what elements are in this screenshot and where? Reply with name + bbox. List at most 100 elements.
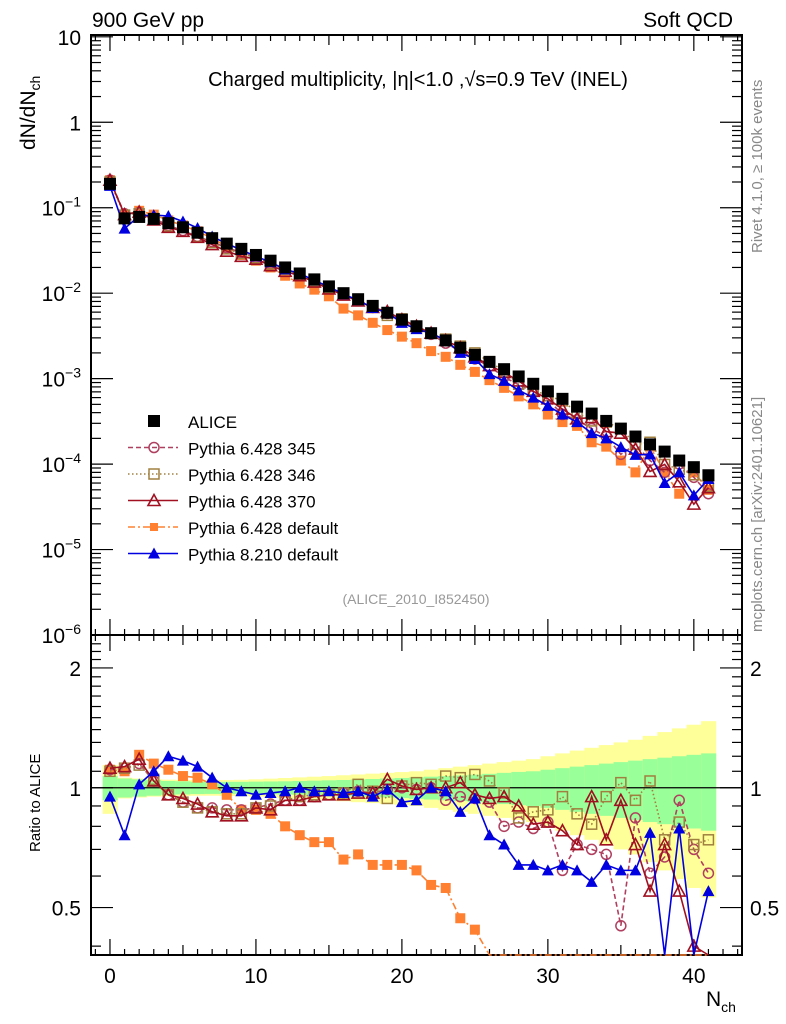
square-filled-marker <box>702 469 715 482</box>
square-filled-marker <box>440 351 451 362</box>
inner-band-bin <box>540 769 556 808</box>
square-open-marker <box>571 808 583 820</box>
triangle-open-marker <box>496 788 512 803</box>
inner-band-bin <box>569 766 585 812</box>
square-filled-marker <box>207 779 218 790</box>
triangle-open-marker <box>292 792 308 807</box>
ratio-y-tick-label-right: 2 <box>750 658 762 681</box>
triangle-open-marker <box>263 802 278 816</box>
triangle-open-marker <box>540 814 556 828</box>
square-filled-marker <box>512 370 525 383</box>
square-filled-marker <box>353 310 364 321</box>
triangle-open-marker <box>146 773 162 787</box>
header-right-label: Soft QCD <box>643 9 733 32</box>
square-filled-marker <box>381 306 394 319</box>
x-axis-label: Nch <box>706 988 736 1015</box>
square-filled-marker <box>455 359 466 370</box>
triangle-open-marker <box>686 496 702 510</box>
triangle-open-marker <box>569 836 585 851</box>
triangle-filled-marker <box>235 785 248 797</box>
square-filled-marker <box>148 758 159 769</box>
square-open-marker <box>556 790 569 803</box>
square-filled-marker <box>601 441 612 452</box>
triangle-filled-marker <box>118 829 131 841</box>
circle-open-marker <box>148 441 160 454</box>
triangle-open-marker <box>613 792 629 807</box>
circle-open-marker <box>615 920 627 932</box>
ratio-y-label: Ratio to ALICE <box>27 754 44 852</box>
triangle-open-marker <box>671 883 687 897</box>
square-open-marker <box>644 775 656 787</box>
square-filled-marker <box>338 303 349 314</box>
triangle-open-marker <box>642 463 658 478</box>
plot-title: Charged multiplicity, |η|<1.0 ,√s=0.9 Te… <box>208 69 628 91</box>
triangle-open-marker <box>248 800 264 814</box>
triangle-open-marker <box>394 778 410 792</box>
y-tick-label: 10−6 <box>42 621 82 648</box>
inner-band-bin <box>686 754 702 829</box>
square-filled-marker <box>221 789 232 800</box>
triangle-filled-marker <box>322 785 335 797</box>
square-filled-marker <box>177 771 188 782</box>
triangle-filled-marker <box>483 368 496 380</box>
square-filled-marker <box>294 830 305 841</box>
triangle-open-marker <box>233 808 249 822</box>
triangle-filled-marker <box>629 448 642 460</box>
triangle-open-marker <box>452 774 468 789</box>
square-filled-marker <box>644 438 657 451</box>
side-label-mcplots: mcplots.cern.ch [arXiv:2401.10621] <box>749 397 766 632</box>
triangle-open-marker <box>671 474 687 488</box>
analysis-tag: (ALICE_2010_I852450) <box>342 591 489 607</box>
circle-open-marker <box>629 812 642 824</box>
square-filled-marker <box>440 882 451 893</box>
square-filled-marker <box>687 461 700 474</box>
square-filled-marker <box>557 417 568 428</box>
triangle-open-marker <box>175 790 191 805</box>
triangle-filled-marker <box>395 796 408 808</box>
triangle-filled-marker <box>512 858 525 870</box>
square-filled-marker <box>280 821 291 832</box>
svg-text:Nch: Nch <box>706 988 736 1015</box>
square-filled-marker <box>659 467 670 478</box>
square-filled-marker <box>542 409 553 420</box>
triangle-filled-marker <box>658 477 671 489</box>
triangle-filled-marker <box>381 783 394 795</box>
y-tick-label: 10 <box>58 27 81 50</box>
triangle-filled-marker <box>614 864 627 876</box>
triangle-filled-marker <box>600 858 613 870</box>
legend-label: Pythia 8.210 default <box>188 546 339 565</box>
y-tick-label: 10−1 <box>42 194 82 221</box>
square-filled-marker <box>382 325 393 336</box>
legend-label: Pythia 6.428 345 <box>188 440 316 459</box>
triangle-filled-marker <box>352 785 365 797</box>
axes: 0 10 20 30 40 10 1 10−1 10−2 10−3 10−4 10−5 10−6 0.5 0… <box>42 27 780 988</box>
inner-band-bin <box>671 756 688 827</box>
square-filled-marker <box>600 414 613 427</box>
inner-band-bin <box>598 763 615 816</box>
triangle-filled-marker <box>527 858 540 870</box>
legend-label: Pythia 6.428 default <box>188 519 339 538</box>
y-tick-label: 10−5 <box>42 536 82 563</box>
square-filled-marker <box>499 382 510 393</box>
triangle-filled-marker <box>673 466 686 478</box>
square-open-marker <box>702 834 715 846</box>
triangle-filled-marker <box>220 781 233 793</box>
square-filled-marker <box>353 849 364 860</box>
square-filled-marker <box>395 313 408 326</box>
triangle-filled-marker <box>103 790 116 802</box>
triangle-filled-marker <box>585 427 598 439</box>
square-filled-marker <box>658 445 671 458</box>
triangle-filled-marker <box>293 781 306 793</box>
legend-label: ALICE <box>188 413 237 432</box>
side-label-rivet: Rivet 4.1.0, ≥ 100k events <box>749 80 766 253</box>
square-filled-marker <box>382 859 393 870</box>
square-filled-marker <box>279 261 292 274</box>
triangle-filled-marker <box>614 441 627 453</box>
square-open-marker <box>512 812 525 824</box>
square-filled-marker <box>541 385 554 398</box>
triangle-open-marker <box>233 248 249 263</box>
triangle-filled-marker <box>644 448 657 460</box>
triangle-open-marker <box>482 790 497 805</box>
circle-open-marker <box>498 820 510 833</box>
square-filled-marker <box>118 212 131 225</box>
